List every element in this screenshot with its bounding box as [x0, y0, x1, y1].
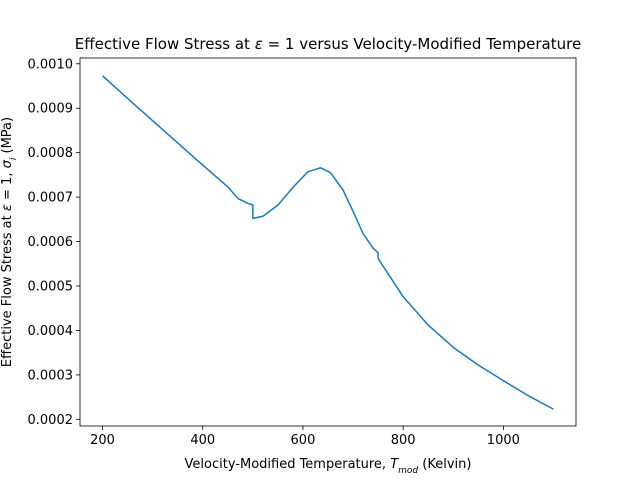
- y-tick-label: 0.0009: [28, 102, 74, 117]
- x-tick-label: 400: [190, 433, 215, 448]
- y-axis-title: Effective Flow Stress at ε = 1, σi (MPa): [0, 117, 19, 367]
- x-tick-label: 600: [291, 433, 316, 448]
- x-tick-label: 200: [90, 433, 115, 448]
- series-line-0: [102, 75, 554, 410]
- y-tick-label: 0.0007: [28, 191, 74, 206]
- y-tick-label: 0.0010: [28, 57, 74, 72]
- y-tick-label: 0.0008: [28, 146, 74, 161]
- x-axis: 200 400 600 800 1000: [90, 426, 520, 448]
- x-tick-label: 1000: [487, 433, 520, 448]
- x-axis-title: Velocity-Modified Temperature, Tmod (Kel…: [185, 457, 472, 476]
- y-tick-label: 0.0003: [28, 368, 74, 383]
- y-axis: 0.0002 0.0003 0.0004 0.0005 0.0006 0.0007 0.00…: [28, 57, 80, 428]
- plot-frame: [79, 57, 577, 427]
- y-tick-label: 0.0006: [28, 235, 74, 250]
- x-tick-label: 800: [391, 433, 416, 448]
- y-tick-label: 0.0004: [28, 324, 74, 339]
- y-tick-label: 0.0005: [28, 280, 74, 295]
- series-layer: [102, 75, 554, 410]
- chart-title: Effective Flow Stress at ε = 1 versus Ve…: [75, 35, 581, 53]
- y-tick-label: 0.0002: [28, 413, 74, 428]
